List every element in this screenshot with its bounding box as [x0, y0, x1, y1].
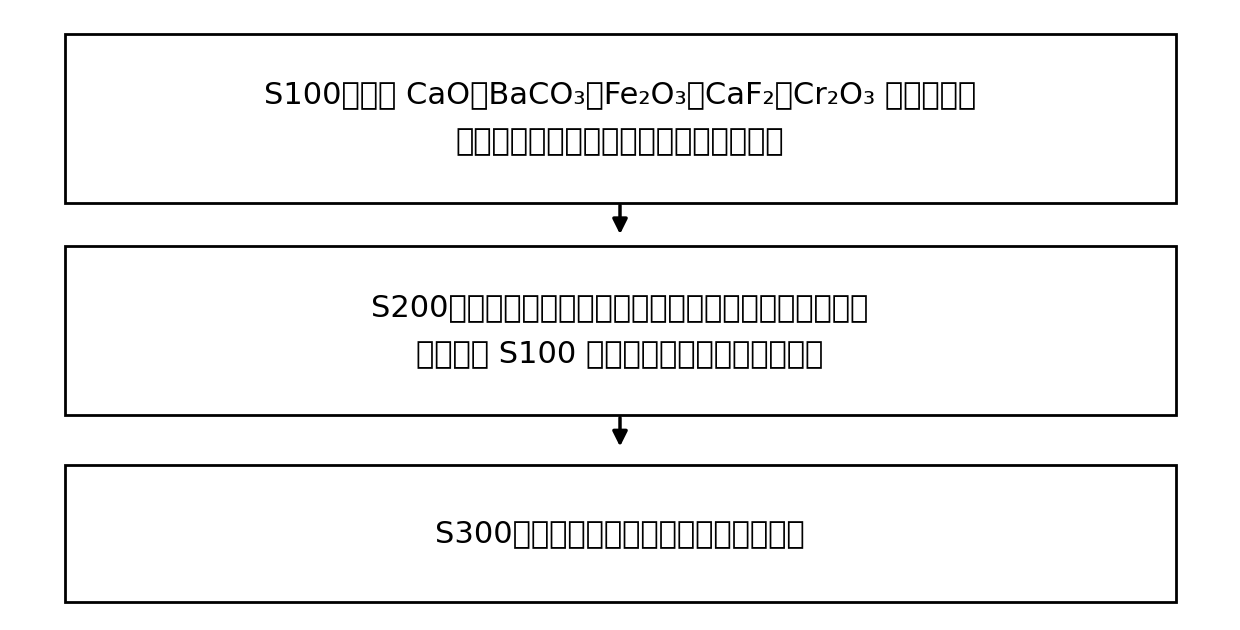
Text: S100、混合 CaO、BaCO₃、Fe₂O₃、CaF₂、Cr₂O₃ 以及稀土金: S100、混合 CaO、BaCO₃、Fe₂O₃、CaF₂、Cr₂O₃ 以及稀土金: [264, 81, 976, 110]
Text: 加入步骤 S100 中得到的脱磷剂，并且保温；: 加入步骤 S100 中得到的脱磷剂，并且保温；: [417, 340, 823, 369]
Text: S300、冷却至室温，取样进行化学分析。: S300、冷却至室温，取样进行化学分析。: [435, 519, 805, 548]
Text: S200、在惰性气氛保护下，燕化含铬生鐵，待鐵水燕清后: S200、在惰性气氛保护下，燕化含铬生鐵，待鐵水燕清后: [371, 293, 869, 322]
Text: 属氧化物或猖金属碳酸盐，得到脱磷剂；: 属氧化物或猖金属碳酸盐，得到脱磷剂；: [456, 127, 784, 156]
FancyBboxPatch shape: [64, 465, 1176, 602]
FancyBboxPatch shape: [64, 34, 1176, 203]
FancyBboxPatch shape: [64, 246, 1176, 415]
